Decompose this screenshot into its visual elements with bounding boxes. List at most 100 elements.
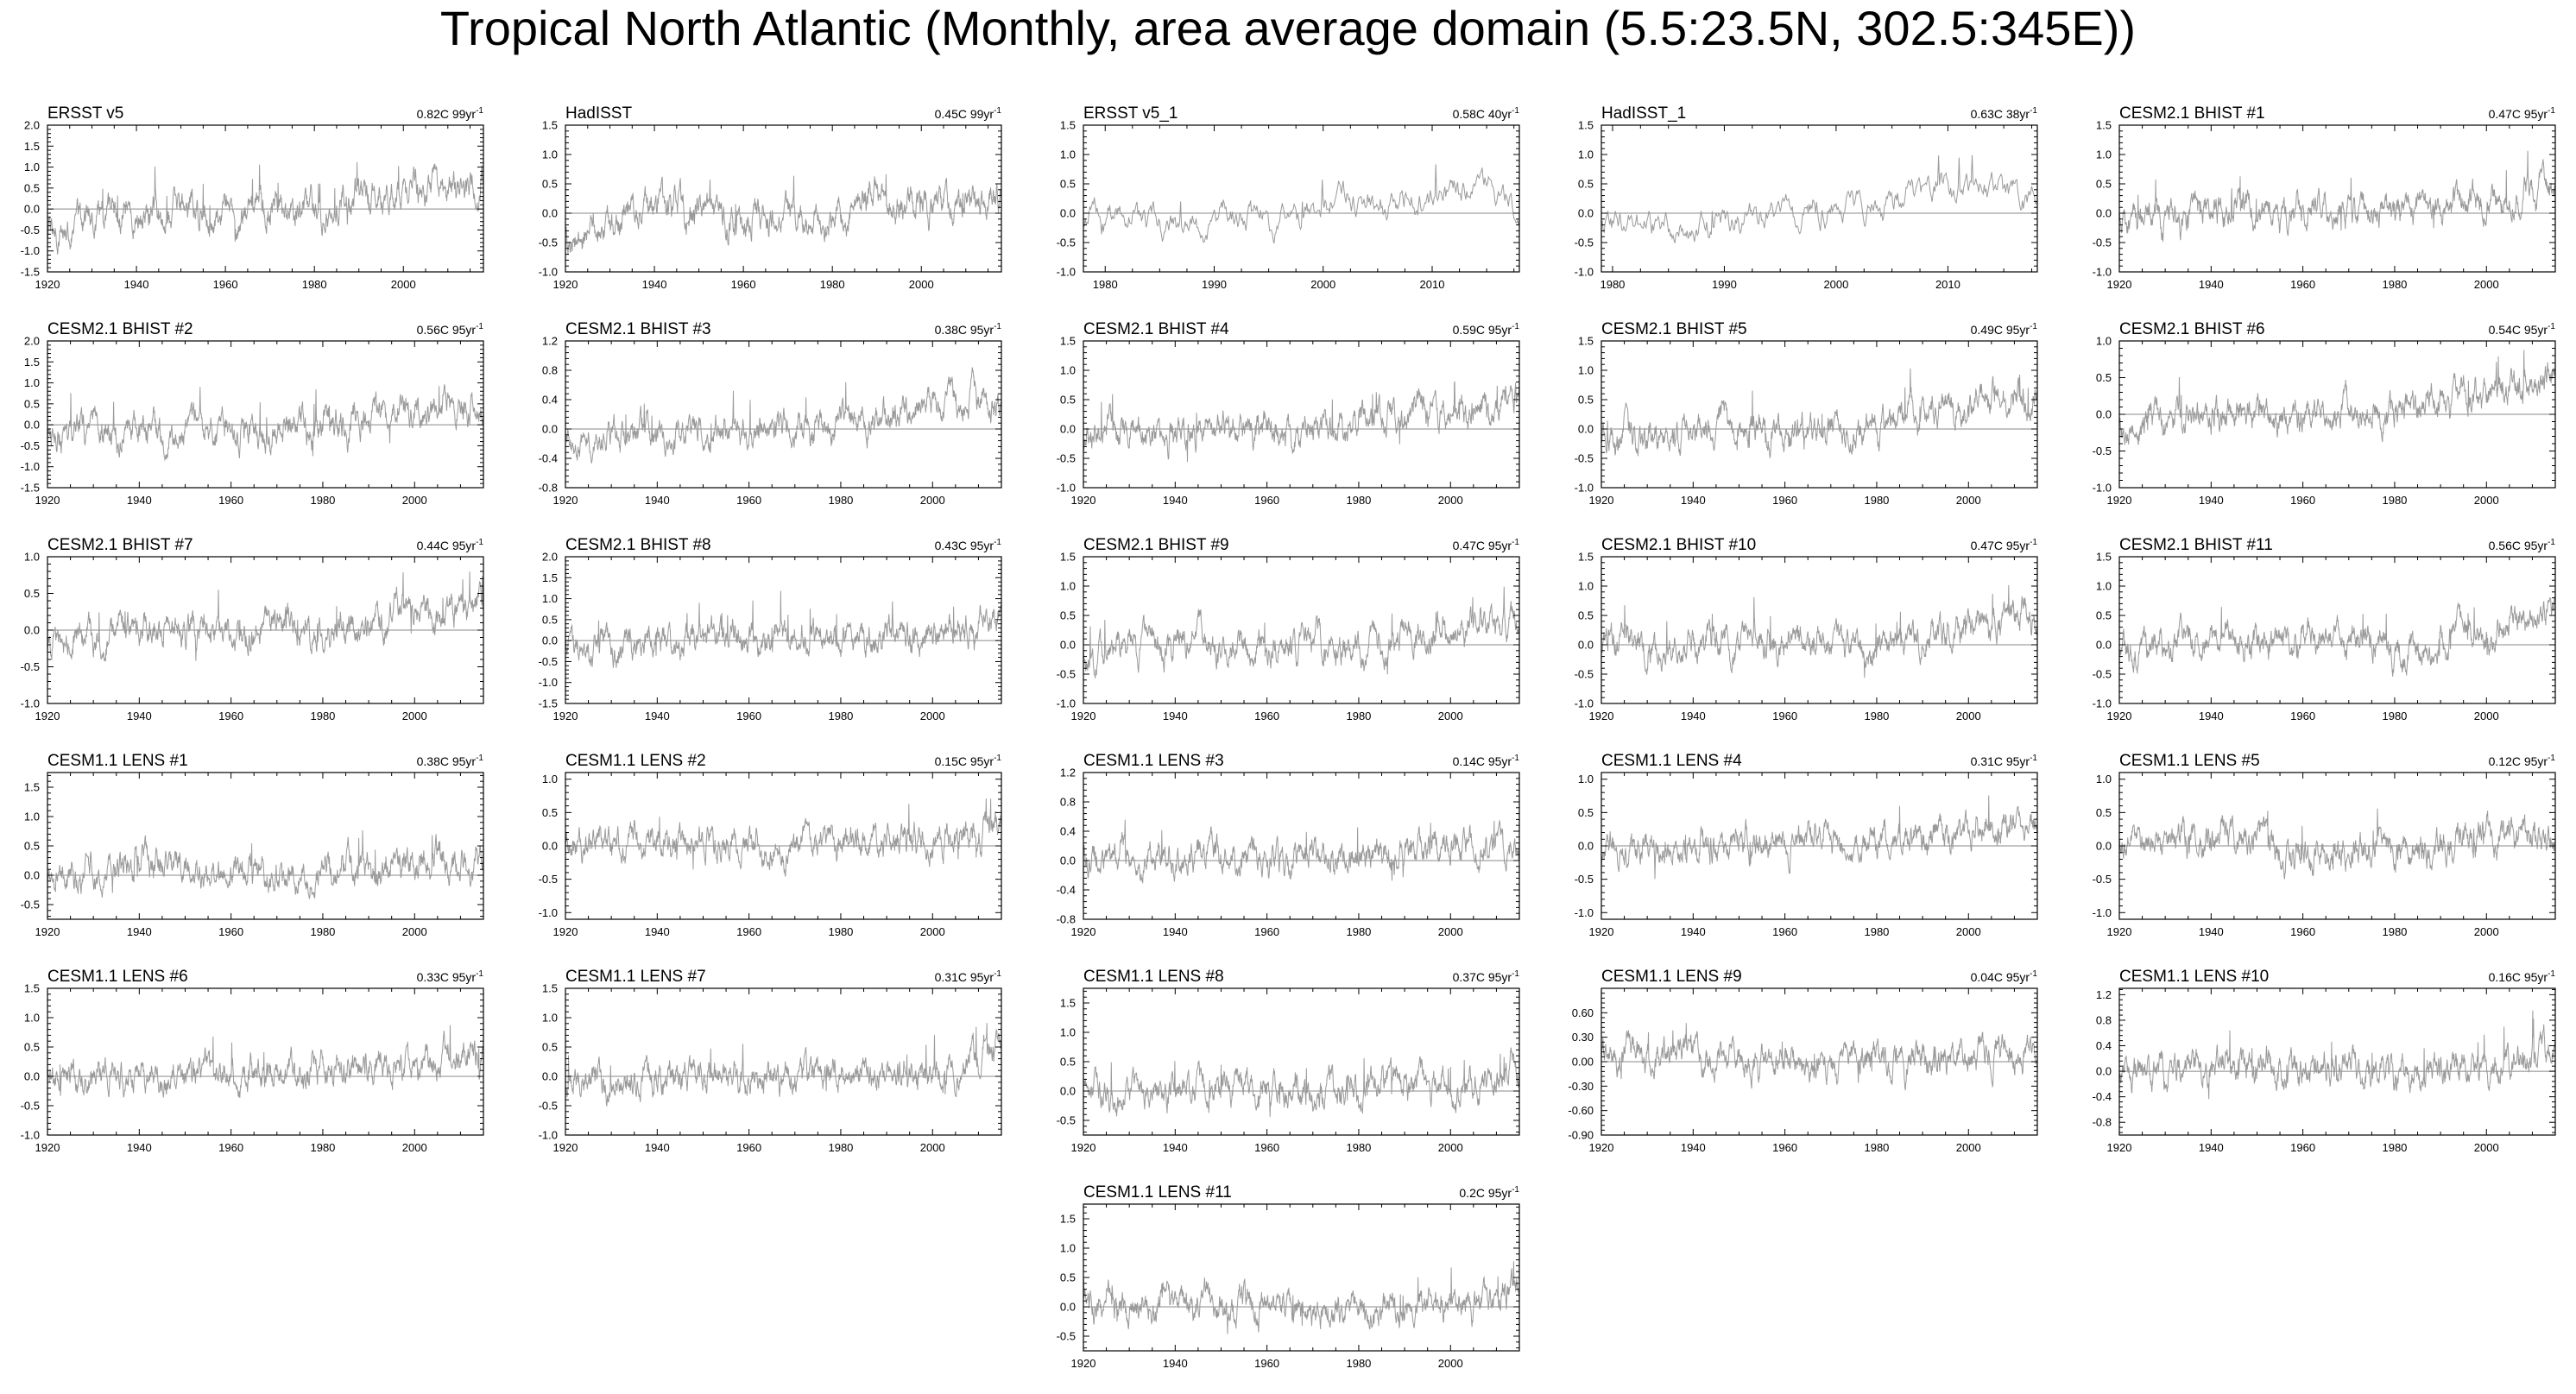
y-tick-label: 0.0 (24, 419, 40, 432)
x-tick-label: 1940 (1163, 925, 1188, 938)
y-tick-label: 0.0 (1060, 1085, 1076, 1098)
x-tick-label: 2000 (402, 925, 427, 938)
panel-title: CESM1.1 LENS #5 (2119, 752, 2260, 770)
chart-svg: CESM2.1 BHIST #4 0.59C 95yr-1 1920 1940 1960… (1057, 320, 1520, 507)
chart-svg: ERSST v5_1 0.58C 40yr-1 1980 1990 2000 2010 -1… (1057, 104, 1520, 291)
x-tick-label: 1960 (736, 710, 761, 722)
y-tick-label: 0.0 (1578, 207, 1594, 220)
plot-frame (1601, 124, 2038, 273)
series-line (1083, 1261, 1520, 1334)
panel-title: CESM1.1 LENS #11 (1083, 1183, 1232, 1202)
trend-stat: 0.16C 95yr-1 (2489, 969, 2556, 984)
x-tick-label: 1920 (1071, 925, 1096, 938)
chart-svg: CESM1.1 LENS #8 0.37C 95yr-1 1920 1940 1960 1… (1057, 968, 1520, 1154)
x-tick-label: 1940 (124, 278, 149, 291)
y-tick-label: 1.2 (542, 335, 558, 348)
y-tick-label: 1.5 (1060, 551, 1076, 564)
y-tick-label: 1.0 (2096, 580, 2112, 593)
x-tick-label: 1940 (127, 1141, 152, 1154)
y-tick-label: 0.0 (2096, 408, 2112, 421)
y-tick-label: -0.8 (1057, 913, 1076, 926)
series-line (1601, 368, 2038, 458)
y-tick-label: 0.0 (542, 207, 558, 220)
plot-frame (1083, 124, 1520, 273)
y-tick-label: 0.0 (542, 1070, 558, 1083)
trend-stat: 0.56C 95yr-1 (417, 322, 484, 337)
y-tick-label: 0.30 (1572, 1031, 1594, 1044)
y-tick-label: -1.0 (1057, 697, 1076, 710)
plot-frame (2118, 124, 2556, 273)
y-tick-label: 0.5 (1060, 178, 1076, 191)
trend-stat: 0.82C 99yr-1 (417, 106, 484, 121)
series-line (47, 571, 484, 662)
panel-title: CESM1.1 LENS #1 (47, 752, 188, 770)
x-tick-label: 1920 (2107, 494, 2132, 507)
y-tick-label: 1.5 (542, 119, 558, 132)
chart-panel: CESM2.1 BHIST #5 0.49C 95yr-1 1920 1940 1960… (1554, 302, 2072, 509)
y-tick-label: 0.0 (542, 840, 558, 853)
x-tick-label: 2000 (1438, 1357, 1463, 1370)
chart-panel: CESM1.1 LENS #10 0.16C 95yr-1 1920 1940 1960… (2072, 949, 2576, 1157)
x-tick-label: 1980 (310, 494, 335, 507)
y-tick-label: 0.5 (2096, 609, 2112, 622)
panel-title: CESM1.1 LENS #2 (565, 752, 706, 770)
x-tick-label: 1940 (2199, 710, 2224, 722)
y-tick-label: -0.8 (539, 482, 558, 495)
x-tick-label: 1920 (2107, 1141, 2132, 1154)
x-tick-label: 2000 (920, 925, 945, 938)
series-line (2118, 150, 2556, 243)
plot-frame (1083, 556, 1520, 704)
y-tick-label: 0.60 (1572, 1006, 1594, 1019)
chart-svg: CESM2.1 BHIST #10 0.47C 95yr-1 1920 1940 196… (1575, 536, 2038, 722)
trend-stat: 0.45C 99yr-1 (935, 106, 1002, 121)
trend-stat: 0.2C 95yr-1 (1459, 1185, 1519, 1200)
chart-panel: CESM1.1 LENS #3 0.14C 95yr-1 1920 1940 1960 1… (1036, 734, 1554, 941)
series-line (1083, 1047, 1520, 1117)
y-tick-label: -1.0 (2093, 906, 2112, 919)
y-tick-label: 0.0 (1060, 1301, 1076, 1314)
x-tick-label: 1960 (2290, 494, 2315, 507)
series-line (2118, 596, 2556, 677)
y-tick-label: 1.5 (24, 982, 40, 995)
x-tick-label: 1960 (218, 494, 243, 507)
y-tick-label: -1.0 (2093, 266, 2112, 279)
y-tick-label: 0.0 (2096, 840, 2112, 853)
chart-panel: CESM2.1 BHIST #3 0.38C 95yr-1 1920 1940 1960… (518, 302, 1036, 509)
x-tick-label: 1940 (1681, 494, 1706, 507)
x-tick-label: 1940 (2199, 1141, 2224, 1154)
x-tick-label: 1980 (2382, 1141, 2407, 1154)
series-line (1083, 381, 1520, 463)
x-tick-label: 1940 (642, 278, 667, 291)
chart-svg: HadISST_1 0.63C 38yr-1 1980 1990 2000 2010 -1.… (1575, 104, 2038, 291)
y-tick-label: 1.5 (24, 140, 40, 153)
trend-stat: 0.47C 95yr-1 (2489, 106, 2556, 121)
y-tick-label: 1.0 (1060, 364, 1076, 377)
panel-title: CESM2.1 BHIST #6 (2119, 320, 2265, 338)
y-tick-label: 1.5 (1060, 1213, 1076, 1226)
trend-stat: 0.33C 95yr-1 (417, 969, 484, 984)
y-tick-label: 1.0 (24, 376, 40, 389)
x-tick-label: 1940 (1163, 494, 1188, 507)
y-tick-label: -0.5 (21, 899, 40, 911)
x-tick-label: 1960 (213, 278, 238, 291)
y-tick-label: 0.8 (542, 364, 558, 377)
y-tick-label: -1.0 (21, 697, 40, 710)
x-tick-label: 1920 (1071, 710, 1096, 722)
y-tick-label: 0.4 (542, 394, 558, 407)
plot-frame (1601, 556, 2038, 704)
y-tick-label: 1.5 (24, 356, 40, 369)
y-tick-label: 0.0 (1578, 639, 1594, 652)
y-tick-label: -0.60 (1568, 1104, 1594, 1117)
x-tick-label: 2000 (391, 278, 416, 291)
x-tick-label: 2000 (1956, 925, 1981, 938)
x-tick-label: 1980 (1346, 1357, 1371, 1370)
series-line (1083, 164, 1520, 244)
panel-title: CESM2.1 BHIST #8 (565, 536, 711, 554)
y-tick-label: -0.90 (1568, 1129, 1594, 1142)
chart-panel: CESM1.1 LENS #8 0.37C 95yr-1 1920 1940 1960 1… (1036, 949, 1554, 1157)
y-tick-label: 1.0 (24, 551, 40, 564)
x-tick-label: 1920 (1071, 1141, 1096, 1154)
y-tick-label: 0.0 (1578, 840, 1594, 853)
x-tick-label: 1960 (1772, 1141, 1797, 1154)
